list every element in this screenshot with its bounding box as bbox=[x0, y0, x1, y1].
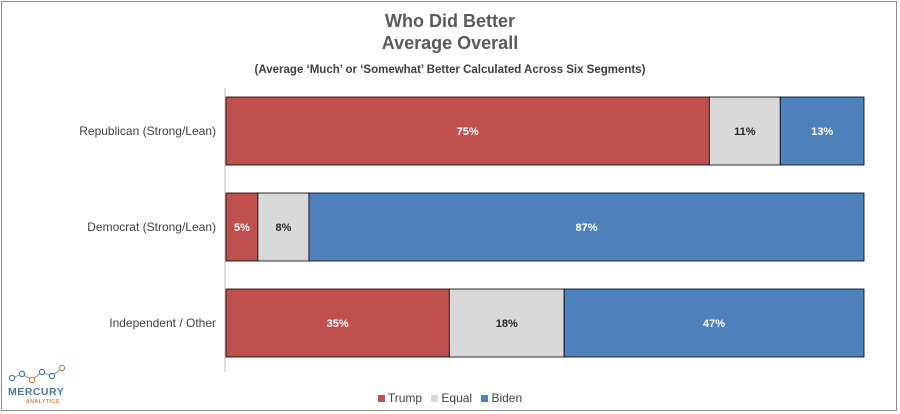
logo-wordmark: MERCURY bbox=[8, 386, 65, 398]
data-label-biden: 47% bbox=[703, 318, 725, 330]
data-label-equal: 11% bbox=[734, 126, 756, 138]
category-tick-label: Democrat (Strong/Lean) bbox=[87, 220, 216, 234]
data-label-trump: 75% bbox=[457, 126, 479, 138]
bar-equal bbox=[708, 96, 781, 166]
bar-trump bbox=[225, 192, 259, 262]
category-tick-label: Republican (Strong/Lean) bbox=[79, 124, 216, 138]
data-label-equal: 18% bbox=[496, 318, 518, 330]
bar-biden bbox=[308, 192, 865, 262]
data-label-biden: 13% bbox=[811, 126, 833, 138]
bar-equal bbox=[257, 192, 310, 262]
bar-biden bbox=[779, 96, 865, 166]
legend-label-biden: Biden bbox=[491, 391, 523, 405]
legend-label-equal: Equal bbox=[441, 391, 473, 405]
mercury-logo-icon bbox=[8, 364, 66, 384]
data-label-trump: 35% bbox=[327, 318, 349, 330]
data-label-trump: 5% bbox=[234, 222, 250, 234]
legend-item-trump: Trump bbox=[377, 391, 423, 405]
category-tick-label: Independent / Other bbox=[109, 316, 216, 330]
bar-trump bbox=[225, 288, 450, 358]
bar-biden bbox=[563, 288, 865, 358]
bar-equal bbox=[448, 288, 565, 358]
chart-title-line2: Average Overall bbox=[381, 33, 519, 53]
chart-legend: Trump Equal Biden bbox=[0, 391, 900, 405]
legend-label-trump: Trump bbox=[387, 391, 423, 405]
data-label-equal: 8% bbox=[275, 222, 291, 234]
logo-subtext: ANALYTICS bbox=[26, 399, 60, 405]
legend-item-equal: Equal bbox=[431, 391, 472, 405]
legend-item-biden: Biden bbox=[481, 391, 522, 405]
chart-subtitle: (Average ‘Much’ or ‘Somewhat’ Better Cal… bbox=[254, 64, 646, 76]
data-label-biden: 87% bbox=[575, 222, 597, 234]
bar-trump bbox=[225, 96, 710, 166]
chart-title-line1: Who Did Better bbox=[385, 11, 515, 31]
